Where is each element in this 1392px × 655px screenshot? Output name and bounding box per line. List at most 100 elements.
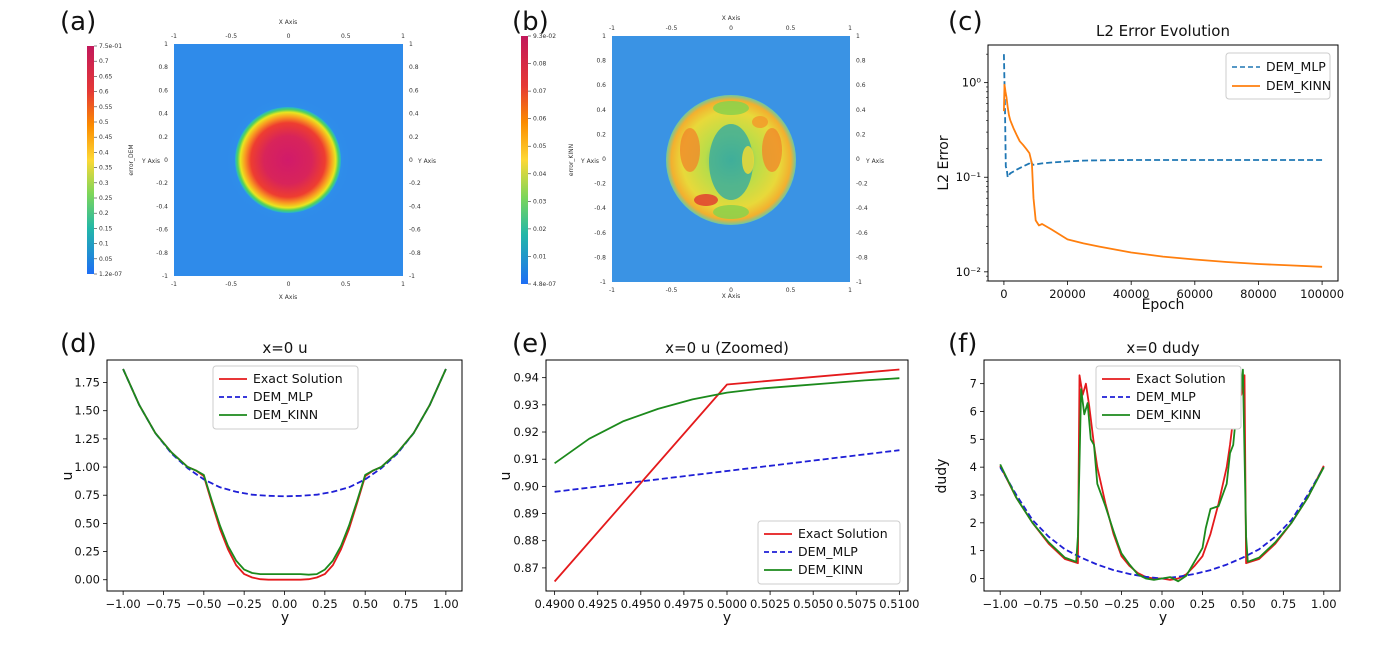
y-tick-left: 0 [164, 157, 168, 164]
x-tick-label: 0.25 [1190, 597, 1216, 611]
series-line-dem-mlp [554, 449, 900, 493]
x-tick-label: −0.50 [1063, 597, 1098, 611]
y-tick-label: 10⁰ [962, 76, 982, 90]
y-axis-label-right-b: Y Axis [865, 158, 884, 165]
legend-f: Exact Solution DEM_MLP DEM_KINN [1095, 365, 1242, 430]
y-tick-right: 0.6 [409, 87, 419, 94]
y-tick-left: 0.2 [158, 134, 168, 141]
colorbar-tick-label: 0.15 [99, 225, 113, 232]
y-tick-label: 1.50 [74, 404, 100, 418]
x-tick-bottom: 0 [287, 281, 291, 288]
colorbar-tick-label: 0.07 [533, 88, 547, 95]
y-tick-right: 0 [409, 157, 413, 164]
y-tick-left: 0.6 [596, 82, 606, 89]
y-tick-label: 0.94 [513, 371, 539, 385]
y-tick-right: 1 [856, 33, 860, 40]
colorbar-tick-label: 0.55 [99, 104, 113, 111]
x-tick-bottom: 1 [848, 287, 852, 294]
x-axis-label-top-a: X Axis [279, 19, 297, 26]
colorbar-tick-label: 0.06 [533, 116, 547, 123]
y-tick-right: -1 [409, 273, 415, 280]
x-tick-bottom: 1 [401, 281, 405, 288]
x-tick-bottom: -1 [171, 281, 177, 288]
y-axis-label-left-b: Y Axis [580, 158, 599, 165]
x-tick-label: −0.50 [186, 597, 221, 611]
y-tick-label: 3 [970, 488, 977, 502]
x-axis-label-top-b: X Axis [722, 15, 740, 22]
colorbar-tick-label: 1.2e-07 [99, 271, 122, 278]
y-tick-label: 10⁻¹ [956, 170, 981, 184]
x-tick-bottom: 0.5 [786, 287, 796, 294]
x-tick-label: −0.25 [1104, 597, 1139, 611]
y-tick-left: 0.4 [596, 107, 606, 114]
y-tick-label: 5 [970, 432, 977, 446]
y-tick-left: -0.2 [156, 180, 168, 187]
y-tick-left: 0.4 [158, 111, 168, 118]
x-axis-label-bottom-a: X Axis [279, 294, 297, 301]
y-tick-right: 0.2 [856, 131, 866, 138]
x-tick-label: −0.75 [1023, 597, 1058, 611]
colorbar-a [87, 46, 94, 274]
y-tick-left: 0.6 [158, 87, 168, 94]
x-tick-top: -0.5 [225, 33, 237, 40]
legend-label-dem-mlp-e: DEM_MLP [798, 544, 858, 559]
x-tick-label: 0.5000 [707, 597, 747, 611]
x-tick-top: 1 [401, 33, 405, 40]
y-tick-right: 1 [409, 41, 413, 48]
colorbar-tick-label: 7.5e-01 [99, 43, 122, 50]
y-axis-label-right-a: Y Axis [417, 158, 436, 165]
y-tick-label: 1.00 [74, 460, 100, 474]
colorbar-tick-label: 0.45 [99, 134, 113, 141]
colorbar-tick-label: 0.1 [99, 241, 109, 248]
chart-title-e: x=0 u (Zoomed) [665, 339, 789, 357]
y-tick-left: -0.8 [156, 250, 168, 257]
colorbar-tick-label: 0.7 [99, 58, 109, 65]
series-line-dem-kinn [554, 377, 900, 465]
y-tick-label: 1 [970, 544, 977, 558]
x-tick-label: 0.75 [1271, 597, 1297, 611]
x-tick-label: 60000 [1177, 287, 1214, 301]
y-tick-right: 0.2 [409, 134, 419, 141]
heatmap-disk-a [235, 107, 341, 213]
series-line-dem-kinn [999, 368, 1325, 583]
x-axis-label-bottom-b: X Axis [722, 293, 740, 300]
y-tick-left: -0.4 [594, 205, 606, 212]
plot-frame-c [987, 44, 1339, 282]
y-tick-label: 0.00 [74, 573, 100, 587]
x-tick-label: 0.75 [393, 597, 419, 611]
x-tick-label: 0.4925 [578, 597, 618, 611]
x-axis-label-d: y [281, 610, 289, 626]
x-tick-label: 0.25 [312, 597, 338, 611]
colorbar-tick-label: 0.08 [533, 61, 547, 68]
y-tick-left: 1 [602, 33, 606, 40]
x-tick-label: 80000 [1240, 287, 1277, 301]
series-line-dem-mlp [999, 466, 1325, 580]
y-tick-label: 1.75 [74, 376, 100, 390]
y-tick-right: -0.4 [856, 205, 868, 212]
x-tick-label: 1.00 [433, 597, 459, 611]
colorbar-tick-label: 0.04 [533, 171, 547, 178]
x-tick-top: 1 [848, 25, 852, 32]
y-tick-left: -1 [600, 279, 606, 286]
x-tick-label: −0.25 [227, 597, 262, 611]
y-tick-right: -0.8 [409, 250, 421, 257]
colorbar-label-b: error_KINN [568, 144, 575, 176]
y-tick-label: 10⁻² [956, 265, 981, 279]
y-tick-right: -0.2 [409, 180, 421, 187]
y-tick-left: 1 [164, 41, 168, 48]
y-tick-label: 0.88 [513, 534, 539, 548]
y-tick-right: -0.6 [856, 230, 868, 237]
y-tick-left: -1 [162, 273, 168, 280]
legend-label-dem-mlp-f: DEM_MLP [1136, 389, 1196, 404]
legend-label-exact-d: Exact Solution [253, 371, 343, 386]
legend-label-dem-kinn-e: DEM_KINN [798, 562, 863, 577]
y-tick-left: 0.2 [596, 131, 606, 138]
y-tick-left: 0.8 [158, 64, 168, 71]
x-tick-bottom: 0.5 [341, 281, 351, 288]
colorbar-tick-label: 0.05 [99, 256, 113, 263]
y-tick-label: 0.87 [513, 561, 539, 575]
panel-label-d: (d) [60, 329, 97, 359]
panel-label-e: (e) [512, 329, 548, 359]
legend-label-exact-e: Exact Solution [798, 526, 888, 541]
